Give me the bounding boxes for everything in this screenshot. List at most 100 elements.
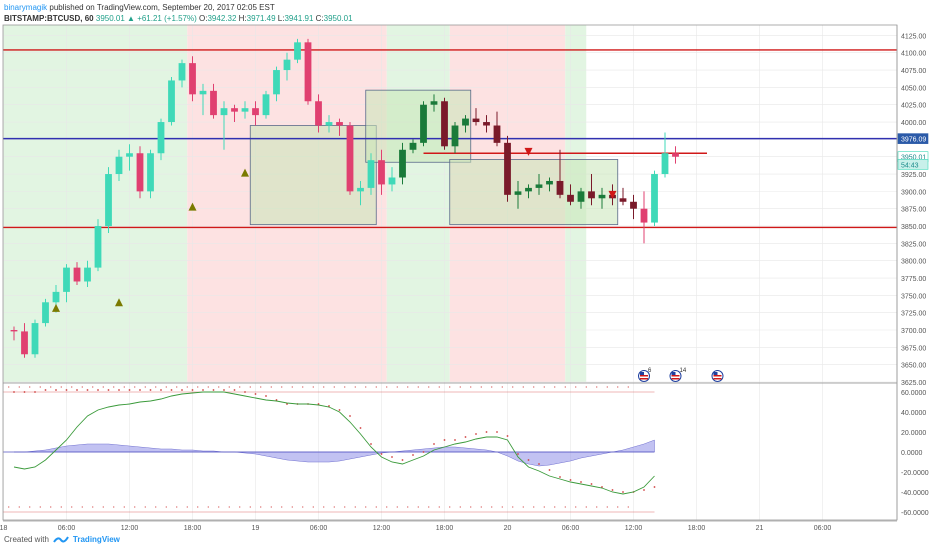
- indicator-tick-label: -20.0000: [901, 470, 929, 477]
- indicator-signal-dot: [611, 489, 614, 491]
- indicator-signal-dot: [370, 443, 372, 445]
- price-tick-label: 4100.00: [901, 51, 926, 58]
- candle-body: [273, 70, 280, 95]
- band-dot: [365, 506, 367, 508]
- indicator-signal-dot: [317, 403, 320, 405]
- indicator-signal-dot: [23, 391, 26, 393]
- indicator-tick-label: -60.0000: [901, 510, 929, 517]
- band-dot: [375, 386, 377, 388]
- band-dot: [260, 506, 262, 508]
- low-label: L:: [277, 14, 285, 23]
- close-value: 3950.01: [323, 14, 353, 23]
- author-link[interactable]: binarymagik: [4, 3, 48, 12]
- band-dot: [386, 386, 388, 388]
- flag-stripe: [671, 378, 680, 380]
- band-dot: [554, 506, 556, 508]
- candle-body: [336, 122, 343, 126]
- band-dot: [522, 386, 524, 388]
- band-dot: [197, 386, 199, 388]
- indicator-signal-dot: [44, 389, 47, 391]
- indicator-signal-dot: [643, 489, 645, 491]
- indicator-signal-dot: [433, 443, 435, 445]
- band-dot: [207, 386, 209, 388]
- band-dot: [554, 386, 556, 388]
- candle-body: [378, 160, 385, 185]
- band-dot: [617, 386, 619, 388]
- candle-body: [262, 94, 270, 116]
- chart-header: binarymagik published on TradingView.com…: [4, 2, 353, 24]
- band-dot: [8, 386, 10, 388]
- indicator-signal-dot: [622, 491, 624, 493]
- band-dot: [354, 506, 356, 508]
- candle-body: [556, 180, 564, 195]
- band-dot: [155, 386, 157, 388]
- price-tick-label: 3750.00: [901, 293, 926, 300]
- candle-body: [126, 153, 133, 157]
- band-dot: [575, 386, 577, 388]
- close-label: C:: [315, 14, 324, 23]
- price-label-text: 54:43: [901, 162, 919, 169]
- sell-signal-triangle: [608, 190, 617, 199]
- indicator-signal-dot: [86, 389, 89, 391]
- band-dot: [438, 386, 440, 388]
- price-tick-label: 3850.00: [901, 224, 926, 231]
- candle-body: [241, 108, 249, 112]
- symbol-label[interactable]: BITSTAMP:BTCUSD, 60: [4, 14, 94, 23]
- candle-body: [661, 153, 669, 175]
- chart-canvas[interactable]: 6 14 4125.00 4100.00 4075.00 4050.00 4025.00 40…: [0, 0, 932, 535]
- band-dot: [312, 386, 314, 388]
- indicator-signal-dot: [359, 427, 362, 429]
- band-dot: [302, 386, 304, 388]
- band-dot: [218, 386, 220, 388]
- indicator-signal-dot: [548, 469, 551, 471]
- band-dot: [144, 506, 146, 508]
- time-tick-label: 18:00: [688, 525, 706, 532]
- flag-stripe: [640, 375, 648, 377]
- tradingview-brand[interactable]: TradingView: [72, 535, 120, 544]
- buy-signal-triangle: [188, 202, 197, 211]
- indicator-signal-dot: [275, 399, 278, 401]
- low-value: 3941.91: [284, 14, 314, 23]
- indicator-histogram: [14, 439, 655, 467]
- buy-signal-triangle: [241, 168, 249, 177]
- band-dot: [249, 506, 251, 508]
- candle-body: [84, 267, 91, 282]
- band-dot: [354, 386, 356, 388]
- flag-canton: [671, 372, 676, 375]
- indicator-signal-dot: [569, 479, 572, 481]
- candle-body: [42, 302, 49, 324]
- price-tick-label: 4050.00: [901, 85, 926, 92]
- band-dot: [29, 506, 31, 508]
- indicator-signal-dot: [254, 393, 257, 395]
- price-label-text: 3976.09: [901, 137, 926, 144]
- band-dot: [533, 506, 535, 508]
- candle-body: [588, 191, 595, 199]
- candle-body: [210, 90, 217, 116]
- time-tick-label: 06:00: [562, 525, 580, 532]
- band-dot: [480, 386, 482, 388]
- time-tick-label: 18:00: [436, 525, 454, 532]
- indicator-tick-label: -40.0000: [901, 490, 929, 497]
- band-dot: [344, 506, 346, 508]
- band-dot: [134, 386, 136, 388]
- candle-body: [52, 291, 60, 303]
- band-dot: [8, 506, 10, 508]
- indicator-signal-dot: [485, 431, 488, 433]
- buy-signal-triangle: [52, 303, 60, 312]
- band-dot: [260, 386, 262, 388]
- indicator-signal-dot: [590, 483, 593, 485]
- band-dot: [249, 386, 251, 388]
- band-dot: [270, 506, 272, 508]
- indicator-signal-dot: [422, 451, 425, 453]
- open-value: 3942.32: [207, 14, 237, 23]
- indicator-signal-dot: [496, 431, 498, 433]
- candle-body: [546, 180, 553, 185]
- candle-body: [231, 108, 238, 112]
- band-dot: [333, 386, 335, 388]
- band-dot: [60, 386, 62, 388]
- band-dot: [606, 506, 608, 508]
- band-dot: [18, 506, 20, 508]
- candle-body: [630, 201, 637, 209]
- band-dot: [386, 506, 388, 508]
- chart-frame: [2, 24, 898, 521]
